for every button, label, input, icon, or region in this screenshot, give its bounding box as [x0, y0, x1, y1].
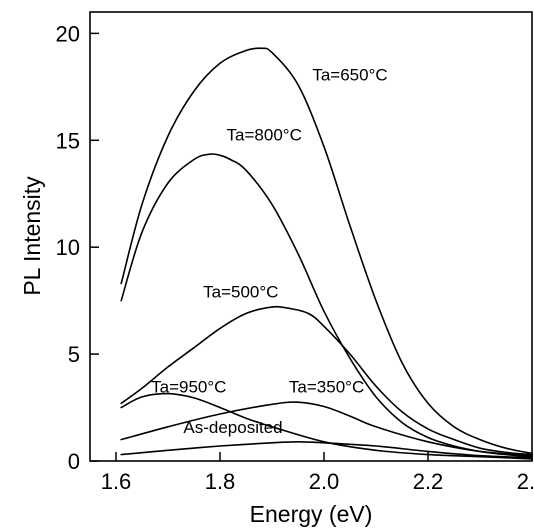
- x-tick-label: 2.2: [413, 469, 444, 494]
- x-tick-label: 1.8: [205, 469, 236, 494]
- series-label: Ta=350°C: [289, 378, 364, 397]
- x-tick-label: 1.6: [101, 469, 132, 494]
- y-tick-label: 15: [56, 128, 80, 153]
- x-tick-label: 2.0: [309, 469, 340, 494]
- y-axis-label: PL Intensity: [19, 176, 45, 296]
- series-line-as-deposited: [120, 441, 533, 459]
- series-line-ta-950-c: [120, 392, 533, 460]
- y-tick-label: 0: [68, 449, 80, 474]
- series-line-ta-500-c: [120, 305, 533, 456]
- series-line-ta-350-c: [120, 401, 533, 457]
- y-tick-label: 10: [56, 235, 80, 260]
- x-axis-label: Energy (eV): [250, 501, 373, 527]
- y-tick-label: 20: [56, 21, 80, 46]
- series-label: Ta=800°C: [227, 125, 302, 144]
- plot-frame: [89, 11, 533, 462]
- series-label: As-deposited: [183, 418, 282, 437]
- series-label: Ta=650°C: [312, 65, 387, 84]
- series-line-ta-650-c: [120, 47, 533, 455]
- x-tick-label: 2.4: [517, 469, 534, 494]
- series-label: Ta=950°C: [151, 378, 226, 397]
- series-line-ta-800-c: [120, 153, 533, 458]
- series-label: Ta=500°C: [203, 282, 278, 301]
- y-tick-label: 5: [68, 342, 80, 367]
